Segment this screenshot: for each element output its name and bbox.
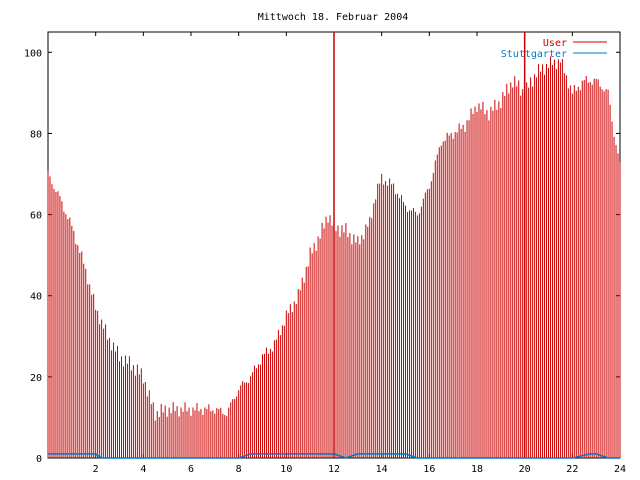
y-tick-label: 20	[30, 373, 42, 384]
y-tick-label: 100	[24, 48, 42, 59]
x-tick-label: 8	[236, 464, 242, 475]
x-tick-label: 22	[566, 464, 578, 475]
x-tick-label: 24	[614, 464, 626, 475]
x-tick-label: 16	[423, 464, 435, 475]
y-tick-label: 60	[30, 211, 42, 222]
x-axis: 2 4 6 8 10 12 14 16 18 20 22 24	[93, 32, 626, 475]
legend: User Stuttgarter	[501, 38, 607, 60]
stuttgarter-series	[48, 453, 620, 459]
x-tick-label: 6	[188, 464, 194, 475]
x-tick-label: 18	[471, 464, 483, 475]
y-axis: 0 20 40 60 80 100	[24, 48, 620, 465]
x-tick-label: 20	[519, 464, 531, 475]
chart-title: Mittwoch 18. Februar 2004	[258, 12, 409, 23]
y-tick-label: 40	[30, 292, 42, 303]
bars-user-series	[47, 32, 621, 458]
legend-stuttgarter-label: Stuttgarter	[501, 49, 567, 60]
stuttgarter-line	[48, 453, 620, 459]
y-tick-label: 0	[36, 454, 42, 465]
x-tick-label: 12	[328, 464, 340, 475]
legend-user-label: User	[543, 38, 567, 49]
x-tick-label: 14	[376, 464, 388, 475]
x-tick-label: 2	[93, 464, 99, 475]
y-tick-label: 80	[30, 129, 42, 140]
x-tick-label: 4	[140, 464, 146, 475]
x-tick-label: 10	[280, 464, 292, 475]
